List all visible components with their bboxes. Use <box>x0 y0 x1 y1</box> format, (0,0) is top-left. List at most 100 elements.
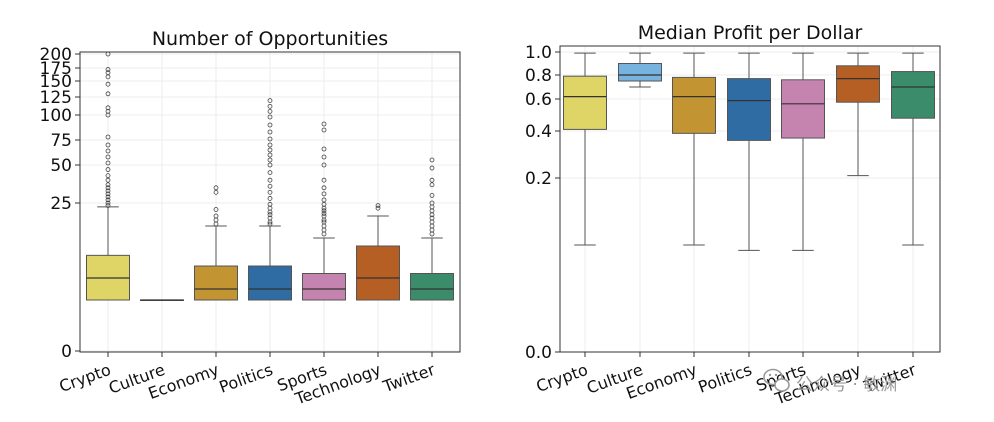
box-body <box>891 71 935 119</box>
outlier-point <box>429 200 435 206</box>
outlier-point <box>267 103 273 109</box>
y-tick-label: 200 <box>40 45 72 65</box>
y-tick-label: 0.2 <box>525 169 552 189</box>
outlier-point <box>267 98 273 103</box>
box-culture <box>140 299 184 301</box>
outlier-point <box>105 70 111 76</box>
outlier-point <box>213 189 219 195</box>
y-tick-label: 0.8 <box>525 66 552 86</box>
box-body <box>836 65 880 103</box>
box-body <box>302 273 346 301</box>
chart-title: Number of Opportunities <box>152 28 388 50</box>
box-technology <box>836 52 880 177</box>
outlier-point <box>321 185 327 191</box>
x-tick-label-politics: Politics <box>217 360 276 397</box>
outlier-point <box>105 203 111 209</box>
x-tick-label-crypto: Crypto <box>534 360 591 396</box>
outlier-point <box>321 121 327 127</box>
outlier-point <box>267 196 273 201</box>
outlier-point <box>105 148 111 154</box>
box-crypto <box>86 51 130 301</box>
outlier-point <box>105 91 111 97</box>
outlier-point <box>267 109 273 114</box>
outlier-point <box>267 114 273 120</box>
outlier-point <box>267 129 273 135</box>
outlier-point <box>267 122 273 128</box>
outlier-point <box>429 177 435 183</box>
outlier-point <box>105 142 111 148</box>
outlier-point <box>267 215 273 221</box>
outlier-point <box>105 134 111 140</box>
box-crypto <box>563 52 607 246</box>
outlier-point <box>105 81 111 87</box>
y-tick-label: 0.6 <box>525 90 552 110</box>
outlier-point <box>375 203 381 209</box>
box-economy <box>194 185 238 301</box>
outlier-point <box>105 177 111 183</box>
outlier-point <box>213 207 219 212</box>
y-tick-label: 1.0 <box>525 43 552 63</box>
outlier-point <box>429 165 435 171</box>
outlier-point <box>105 185 111 191</box>
outlier-point <box>105 160 111 166</box>
outlier-point <box>267 170 273 176</box>
y-tick-label: 0.4 <box>525 122 552 142</box>
box-politics <box>248 98 292 301</box>
outlier-point <box>105 112 111 118</box>
box-body <box>563 75 607 130</box>
chart-median-profit-per-dollar: 0.00.20.40.60.81.0CryptoCultureEconomyPo… <box>525 22 941 409</box>
outlier-point <box>429 215 435 221</box>
y-tick-label: 0.0 <box>525 343 552 363</box>
y-tick-label: 125 <box>40 88 72 108</box>
outlier-point <box>267 221 273 227</box>
outlier-point <box>213 213 219 219</box>
outlier-point <box>321 177 327 183</box>
y-tick-label: 50 <box>50 156 72 176</box>
outlier-point <box>105 109 111 114</box>
x-tick-label-crypto: Crypto <box>57 360 114 396</box>
box-sports <box>781 52 825 251</box>
chart-number-of-opportunities: 0255075100125150175200CryptoCultureEcono… <box>40 28 461 409</box>
outlier-point <box>375 205 381 211</box>
y-tick-label: 25 <box>50 194 72 214</box>
chart-title: Median Profit per Dollar <box>638 22 863 44</box>
outlier-point <box>105 182 111 188</box>
plot-frame <box>559 45 941 353</box>
outlier-point <box>105 67 111 72</box>
watermark: 公众号 · 敏渊 <box>763 368 897 395</box>
outlier-point <box>213 185 219 191</box>
outlier-point <box>267 136 273 142</box>
outlier-point <box>321 154 327 160</box>
outlier-point <box>105 167 111 172</box>
outlier-point <box>321 191 327 197</box>
box-body <box>248 265 292 301</box>
outlier-point <box>105 154 111 160</box>
outlier-point <box>321 210 327 216</box>
box-body <box>672 76 716 134</box>
box-body <box>618 63 662 82</box>
box-technology <box>356 203 400 301</box>
x-tick-label-twitter: Twitter <box>380 360 438 397</box>
outlier-point <box>321 208 327 214</box>
x-tick-label-politics: Politics <box>696 360 755 397</box>
outlier-point <box>429 192 435 198</box>
y-tick-label: 175 <box>40 59 72 79</box>
outlier-point <box>105 194 111 200</box>
box-twitter <box>410 157 454 301</box>
outlier-point <box>267 177 273 183</box>
box-economy <box>672 52 716 246</box>
y-tick-label: 0 <box>61 342 72 362</box>
outlier-point <box>321 146 327 152</box>
box-body <box>194 265 238 301</box>
y-tick-label: 75 <box>50 131 72 151</box>
outlier-point <box>267 189 273 195</box>
outlier-point <box>321 197 327 203</box>
outlier-point <box>321 127 327 133</box>
outlier-point <box>321 219 327 225</box>
box-body <box>781 79 825 139</box>
box-twitter <box>891 52 935 246</box>
outlier-point <box>267 183 273 189</box>
watermark-text: 公众号 · 敏渊 <box>796 375 897 395</box>
outlier-point <box>321 213 327 219</box>
